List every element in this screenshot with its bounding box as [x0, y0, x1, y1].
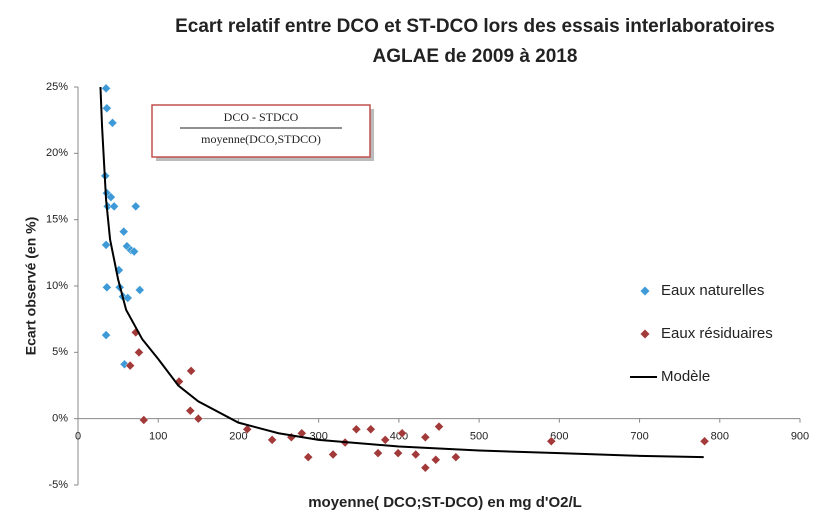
y-tick-label: 0%	[52, 413, 68, 425]
data-point	[129, 246, 140, 257]
y-tick-label: 5%	[52, 346, 68, 358]
data-point	[122, 293, 133, 303]
y-tick-label: 20%	[46, 147, 68, 159]
data-point	[130, 201, 141, 212]
data-point	[185, 405, 196, 416]
data-point	[267, 435, 277, 445]
data-point	[134, 347, 144, 358]
y-tick-label: 15%	[46, 214, 68, 226]
data-point	[434, 421, 444, 432]
y-axis-label: Ecart observé (en %)	[23, 217, 39, 356]
data-point	[102, 282, 112, 293]
chart-subtitle: AGLAE de 2009 à 2018	[373, 46, 578, 67]
legend-label: Eaux résiduaires	[661, 325, 773, 342]
chart-title: Ecart relatif entre DCO et ST-DCO lors d…	[175, 16, 775, 37]
data-point	[373, 448, 383, 459]
data-point	[134, 285, 145, 295]
data-point	[303, 452, 314, 462]
data-point	[102, 103, 112, 114]
data-point	[546, 436, 557, 447]
x-tick-label: 700	[630, 431, 648, 443]
data-point	[380, 435, 391, 445]
x-tick-label: 100	[149, 431, 167, 443]
data-point	[193, 413, 204, 424]
x-tick-label: 800	[711, 431, 729, 443]
data-point	[101, 83, 111, 94]
data-point	[420, 432, 431, 443]
formula-denominator: moyenne(DCO,STDCO)	[201, 132, 321, 146]
x-tick-label: 200	[229, 431, 247, 443]
data-point	[328, 449, 338, 460]
data-point	[118, 226, 129, 237]
data-point	[430, 454, 441, 465]
data-point	[450, 452, 461, 462]
y-tick-label: 10%	[46, 280, 68, 292]
data-point	[109, 201, 119, 212]
x-tick-label: 500	[470, 431, 488, 443]
x-axis-label: moyenne( DCO;ST-DCO) en mg d'O2/L	[308, 494, 582, 511]
legend-label: Eaux naturelles	[661, 282, 764, 299]
data-point	[397, 428, 407, 439]
legend-label: Modèle	[661, 368, 710, 385]
annotation-box	[151, 104, 371, 158]
formula-numerator: DCO - STDCO	[224, 110, 299, 124]
data-point	[107, 117, 118, 128]
data-point	[138, 415, 149, 425]
data-point	[420, 462, 431, 473]
data-point	[699, 436, 710, 447]
data-point	[410, 449, 421, 460]
data-point	[106, 192, 116, 202]
data-point	[242, 424, 253, 435]
y-tick-label: 25%	[46, 81, 68, 93]
x-tick-label: 600	[550, 431, 568, 443]
x-tick-label: 0	[75, 431, 81, 443]
data-point	[365, 424, 376, 435]
model-line	[99, 86, 704, 459]
legend-marker	[640, 329, 650, 339]
x-tick-label: 900	[791, 431, 809, 443]
data-point	[351, 424, 362, 435]
legend-marker	[640, 286, 650, 296]
data-point	[101, 330, 111, 340]
data-point	[186, 366, 196, 376]
y-tick-label: -5%	[48, 479, 68, 491]
data-point	[101, 240, 111, 250]
data-point	[125, 360, 135, 371]
data-point	[393, 448, 403, 459]
